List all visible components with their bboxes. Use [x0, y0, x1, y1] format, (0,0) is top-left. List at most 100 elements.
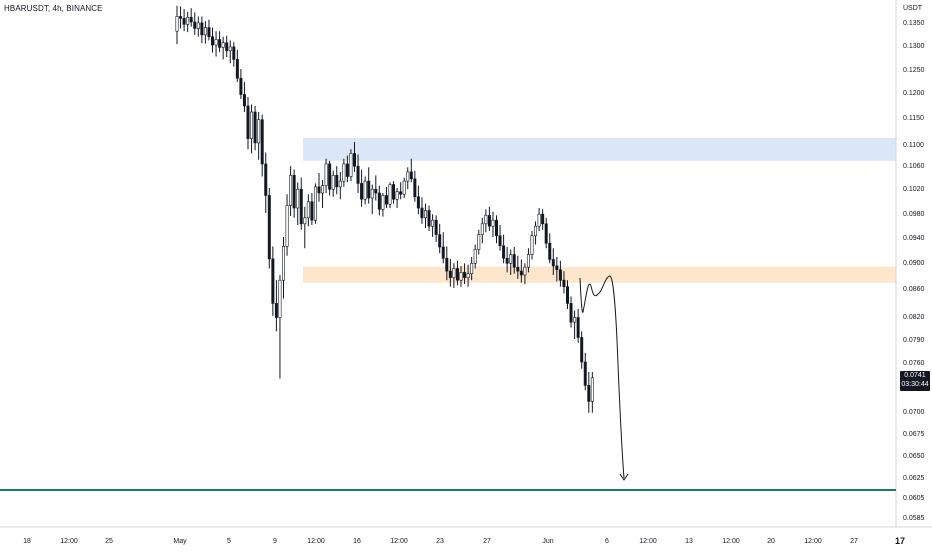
candle-up — [257, 119, 261, 144]
y-tick-label: 0.1250 — [903, 67, 925, 74]
candle-down — [519, 270, 523, 276]
candle-down — [448, 270, 452, 278]
candle-down — [264, 163, 268, 196]
x-tick-label: 27 — [483, 538, 491, 545]
candle-up — [324, 163, 328, 186]
x-tick-label: 12:00 — [390, 538, 408, 545]
candle-down — [253, 111, 257, 144]
candle-down — [438, 234, 442, 248]
candle-down — [218, 39, 222, 48]
candle-up — [331, 175, 335, 190]
candle-up — [321, 185, 325, 194]
candle-down — [335, 175, 339, 188]
candle-down — [455, 268, 459, 281]
candle-up — [221, 42, 225, 48]
candle-up — [480, 223, 484, 235]
candle-down — [587, 385, 591, 402]
candle-up — [431, 219, 435, 227]
y-tick-label: 0.0900 — [903, 260, 925, 267]
candle-down — [328, 163, 332, 190]
candle-down — [512, 254, 516, 268]
candle-down — [377, 192, 381, 210]
candle-up — [281, 246, 285, 281]
y-tick-label: 0.0605 — [903, 495, 925, 502]
y-tick-label: 0.1300 — [903, 43, 925, 50]
y-tick-label: 0.0700 — [903, 409, 925, 416]
candle-up — [303, 217, 307, 225]
candle-down — [200, 22, 204, 36]
candle-down — [502, 245, 506, 259]
y-tick-label: 0.0790 — [903, 337, 925, 344]
x-tick-label: 5 — [227, 538, 231, 545]
y-tick-label: 0.1200 — [903, 90, 925, 97]
candle-down — [367, 180, 371, 199]
candle-up — [278, 279, 282, 318]
candle-down — [580, 337, 584, 363]
candle-down — [239, 77, 243, 95]
candle-down — [541, 213, 545, 225]
tradingview-logo[interactable]: 17 — [895, 536, 906, 546]
y-tick-label: 0.0980 — [903, 211, 925, 218]
candle-up — [186, 17, 190, 25]
candle-up — [537, 213, 541, 227]
y-tick-label: 0.0940 — [903, 235, 925, 242]
candle-down — [225, 42, 229, 52]
candle-down — [434, 219, 438, 235]
currency-label: USDT — [903, 5, 923, 12]
x-tick-label: 6 — [605, 538, 609, 545]
last-price-badge: 0.0741 03:30:44 — [900, 371, 930, 391]
y-tick-label: 0.0820 — [903, 314, 925, 321]
candle-down — [555, 265, 559, 271]
candle-up — [459, 272, 463, 281]
y-tick-label: 0.1100 — [903, 142, 924, 149]
x-tick-label: 20 — [767, 538, 775, 545]
candle-down — [182, 18, 186, 25]
candle-down — [576, 317, 580, 338]
candle-down — [516, 266, 520, 272]
candle-down — [392, 184, 396, 200]
candle-down — [310, 201, 314, 221]
candle-down — [416, 196, 420, 209]
candle-down — [544, 223, 548, 244]
candle-up — [285, 205, 289, 247]
candle-down — [409, 171, 413, 180]
candle-up — [289, 175, 293, 206]
candle-down — [498, 235, 502, 247]
candle-down — [558, 269, 562, 281]
x-tick-label: May — [173, 538, 187, 545]
candle-up — [395, 191, 399, 200]
y-tick-label: 0.0585 — [903, 515, 925, 522]
candle-down — [211, 36, 215, 46]
candle-up — [342, 163, 346, 182]
candle-up — [296, 188, 300, 209]
candle-up — [338, 180, 342, 188]
candle-up — [406, 171, 410, 182]
candle-down — [360, 183, 364, 200]
candle-down — [271, 258, 275, 304]
x-tick-label: 12:00 — [60, 538, 78, 545]
candle-up — [196, 22, 200, 29]
candle-down — [569, 303, 573, 323]
candle-up — [470, 262, 474, 274]
last-price-value: 0.0741 — [904, 372, 926, 379]
candle-down — [374, 188, 378, 194]
y-tick-label: 0.1020 — [903, 186, 925, 193]
candle-up — [590, 377, 594, 402]
candle-down — [445, 257, 449, 272]
candle-down — [267, 195, 271, 260]
candle-down — [242, 94, 246, 107]
candle-down — [565, 286, 569, 304]
candle-up — [491, 219, 495, 227]
candle-down — [235, 59, 239, 79]
candle-down — [352, 153, 356, 167]
y-tick-label: 0.0650 — [903, 453, 925, 460]
candle-up — [484, 215, 488, 225]
projection-arrow-head — [619, 473, 629, 481]
y-tick-label: 0.1060 — [903, 163, 925, 170]
candle-up — [509, 254, 513, 264]
candle-down — [246, 105, 250, 139]
candle-up — [306, 201, 310, 219]
candle-down — [562, 279, 566, 288]
